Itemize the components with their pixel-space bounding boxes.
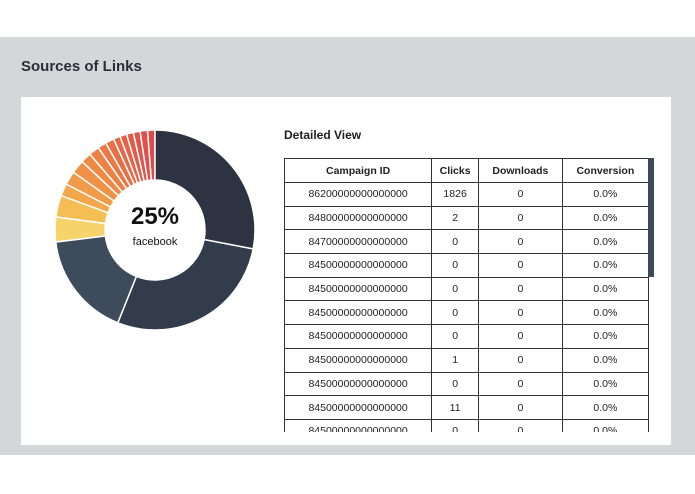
table-cell: 0 [478,253,563,278]
table-cell: 86200000000000000 [284,182,433,207]
donut-slice[interactable] [116,238,255,331]
column-header: Conversion [561,158,650,183]
scrollbar[interactable] [648,158,654,277]
table-row: 84800000000000000 2 0 0.0% [284,205,650,231]
table-cell: 84500000000000000 [284,371,433,397]
table-row: 84500000000000000 0 0 0.0% [284,324,650,349]
table-cell: 0 [478,395,563,420]
table-cell: 0 [478,300,563,326]
table-row: 84500000000000000 0 0 0.0% [284,300,650,326]
table-cell: 1826 [431,182,480,207]
donut-slice[interactable] [54,216,107,243]
card: 25% facebook Detailed View Campaign ID Cl… [21,97,671,445]
table-row: 84700000000000000 0 0 0.0% [284,229,650,255]
table-cell: 0 [431,418,480,432]
table-cell: 84500000000000000 [284,253,433,278]
table-row: 86200000000000000 1826 0 0.0% [284,182,650,207]
table-cell: 0 [431,276,480,302]
table-cell: 0 [478,229,563,255]
column-header: Downloads [478,158,563,183]
table-row: 84500000000000000 11 0 0.0% [284,395,650,420]
center-value: 25% [131,203,179,230]
table-row: 84500000000000000 0 0 0.0% [284,418,650,432]
table-cell: 0 [431,324,480,349]
table-wrap[interactable]: Campaign ID Clicks Downloads Conversion 8620… [284,158,650,432]
table-cell: 0.0% [561,182,650,207]
table-cell: 84500000000000000 [284,347,433,373]
donut-slice[interactable] [54,235,138,324]
table-row: 84500000000000000 0 0 0.0% [284,371,650,397]
table-cell: 0 [478,205,563,231]
table-cell: 0 [431,300,480,326]
section-title: Sources of Links [21,58,142,75]
table-cell: 0.0% [561,395,650,420]
donut-chart: 25% facebook [54,129,256,331]
column-header: Campaign ID [284,158,433,183]
table-cell: 84500000000000000 [284,324,433,349]
table-cell: 84500000000000000 [284,300,433,326]
table: Campaign ID Clicks Downloads Conversion 8620… [284,158,650,432]
table-cell: 0 [478,276,563,302]
table-cell: 0.0% [561,253,650,278]
table-cell: 0.0% [561,418,650,432]
table-cell: 11 [431,395,480,420]
table-cell: 0 [478,371,563,397]
table-cell: 84500000000000000 [284,276,433,302]
table-title: Detailed View [284,128,362,142]
table-cell: 0 [478,182,563,207]
table-cell: 0.0% [561,205,650,231]
table-cell: 1 [431,347,480,373]
table-cell: 84700000000000000 [284,229,433,255]
column-header: Clicks [431,158,480,183]
table-cell: 84500000000000000 [284,395,433,420]
donut-slice[interactable] [55,194,110,225]
donut-slice[interactable] [154,129,256,250]
table-cell: 2 [431,205,480,231]
table-cell: 0.0% [561,371,650,397]
table-cell: 0 [431,229,480,255]
table-cell: 0.0% [561,300,650,326]
table-cell: 0 [478,347,563,373]
table-cell: 0 [478,324,563,349]
table-cell: 0 [431,371,480,397]
table-cell: 0 [431,253,480,278]
table-cell: 0.0% [561,229,650,255]
table-cell: 0 [478,418,563,432]
table-cell: 84800000000000000 [284,205,433,231]
table-row: 84500000000000000 0 0 0.0% [284,276,650,302]
table-cell: 84500000000000000 [284,418,433,432]
table-cell: 0.0% [561,347,650,373]
table-cell: 0.0% [561,324,650,349]
table-row: 84500000000000000 0 0 0.0% [284,253,650,278]
table-cell: 0.0% [561,276,650,302]
center-label: facebook [133,236,178,248]
table-row: 84500000000000000 1 0 0.0% [284,347,650,373]
